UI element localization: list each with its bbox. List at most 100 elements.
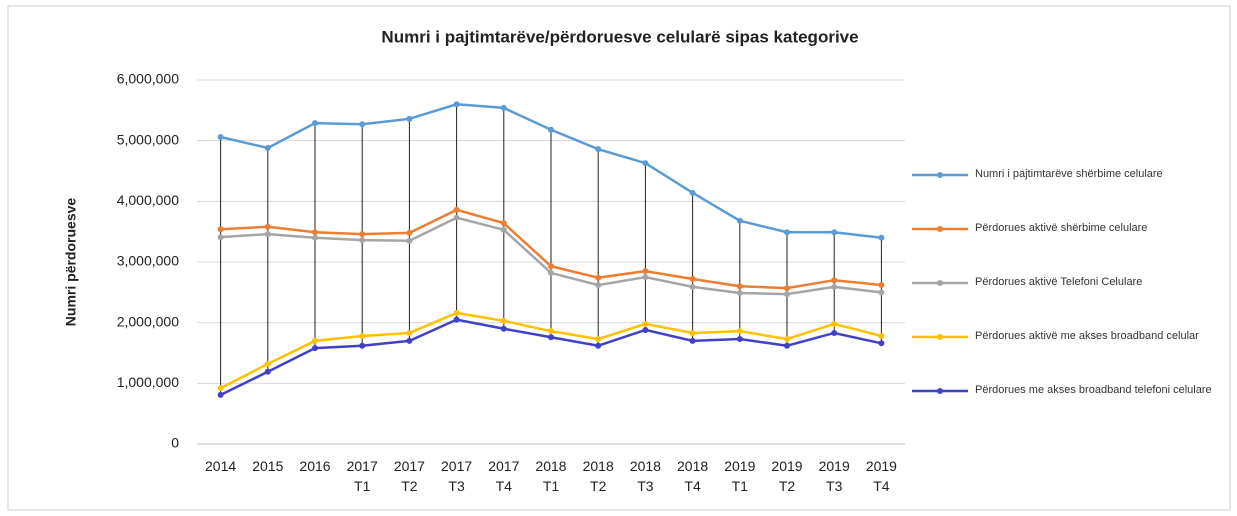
data-point bbox=[312, 345, 318, 352]
y-tick-label: 0 bbox=[171, 435, 179, 451]
data-point bbox=[359, 333, 366, 340]
y-tick-label: 6,000,000 bbox=[117, 71, 179, 87]
data-point bbox=[548, 328, 554, 335]
legend-label: Numri i pajtimtarëve shërbime celulare bbox=[975, 168, 1163, 180]
data-point bbox=[312, 229, 318, 236]
x-tick-label: 2018 T4 bbox=[677, 458, 709, 494]
x-tick-label: 2017 T3 bbox=[441, 458, 473, 494]
data-point bbox=[595, 282, 602, 289]
data-point bbox=[642, 268, 649, 275]
data-point bbox=[595, 146, 602, 153]
data-point bbox=[784, 291, 790, 298]
data-point bbox=[453, 316, 460, 323]
data-point bbox=[689, 275, 696, 282]
data-point bbox=[736, 217, 743, 224]
x-tick-label: 2019 T1 bbox=[724, 458, 756, 494]
x-tick-label: 2014 bbox=[205, 458, 237, 474]
data-point bbox=[642, 326, 649, 333]
legend-marker bbox=[937, 388, 943, 394]
data-point bbox=[359, 237, 366, 244]
data-point bbox=[689, 329, 696, 336]
data-point bbox=[500, 325, 507, 332]
y-tick-label: 3,000,000 bbox=[117, 253, 179, 269]
data-point bbox=[736, 328, 743, 335]
x-tick-label: 2019 T4 bbox=[865, 458, 897, 494]
legend-label: Përdorues aktivë shërbime celulare bbox=[975, 222, 1148, 234]
data-point bbox=[878, 234, 885, 241]
legend-marker bbox=[937, 280, 943, 286]
x-tick-label: 2018 T1 bbox=[535, 458, 567, 494]
x-tick-label: 2019 T2 bbox=[771, 458, 803, 494]
data-point bbox=[689, 283, 696, 290]
data-point bbox=[736, 283, 743, 290]
data-point bbox=[453, 309, 460, 316]
data-point bbox=[406, 229, 413, 236]
data-point bbox=[878, 340, 885, 347]
legend-marker bbox=[937, 226, 943, 232]
data-point bbox=[642, 274, 649, 281]
data-point bbox=[406, 337, 413, 344]
legend-marker bbox=[937, 172, 943, 178]
data-point bbox=[500, 104, 507, 111]
data-point bbox=[406, 329, 413, 336]
data-point bbox=[264, 223, 271, 230]
data-point bbox=[312, 120, 318, 127]
data-point bbox=[548, 263, 554, 270]
data-point bbox=[217, 385, 224, 392]
data-point bbox=[406, 115, 413, 122]
data-point bbox=[500, 317, 507, 324]
data-point bbox=[217, 234, 224, 241]
data-point bbox=[548, 334, 554, 341]
chart-border bbox=[7, 5, 1231, 511]
data-point bbox=[312, 234, 318, 241]
data-point bbox=[831, 229, 838, 236]
x-tick-label: 2017 T2 bbox=[393, 458, 425, 494]
x-tick-label: 2015 bbox=[252, 458, 284, 474]
data-point bbox=[406, 237, 413, 244]
y-tick-label: 5,000,000 bbox=[117, 131, 179, 147]
data-point bbox=[548, 269, 554, 276]
data-point bbox=[359, 342, 366, 349]
x-tick-label: 2019 T3 bbox=[818, 458, 850, 494]
x-tick-label: 2017 T4 bbox=[488, 458, 520, 494]
data-point bbox=[595, 336, 602, 343]
data-point bbox=[736, 336, 743, 343]
x-tick-label: 2016 bbox=[299, 458, 331, 474]
y-tick-label: 4,000,000 bbox=[117, 192, 179, 208]
y-tick-label: 2,000,000 bbox=[117, 313, 179, 329]
data-point bbox=[453, 214, 460, 221]
data-point bbox=[831, 277, 838, 284]
data-point bbox=[784, 336, 790, 343]
data-point bbox=[217, 391, 224, 398]
data-point bbox=[642, 320, 649, 327]
data-point bbox=[689, 189, 696, 196]
data-point bbox=[217, 226, 224, 233]
data-point bbox=[359, 231, 366, 238]
data-point bbox=[784, 342, 790, 349]
data-point bbox=[878, 289, 885, 296]
y-axis-label: Numri përdoruesve bbox=[63, 198, 79, 327]
data-point bbox=[689, 337, 696, 344]
chart-title: Numri i pajtimtarëve/përdoruesve celular… bbox=[381, 27, 858, 46]
data-point bbox=[500, 226, 507, 233]
data-point bbox=[264, 360, 271, 367]
data-point bbox=[264, 144, 271, 151]
data-point bbox=[359, 121, 366, 128]
data-point bbox=[312, 337, 318, 344]
data-point bbox=[784, 229, 790, 236]
data-point bbox=[736, 289, 743, 296]
data-point bbox=[831, 283, 838, 290]
data-point bbox=[595, 274, 602, 281]
legend-label: Përdorues aktivë Telefoni Celulare bbox=[975, 276, 1143, 288]
x-tick-label: 2018 T3 bbox=[629, 458, 661, 494]
data-point bbox=[642, 160, 649, 167]
data-point bbox=[500, 220, 507, 227]
data-point bbox=[878, 333, 885, 340]
data-point bbox=[831, 329, 838, 336]
legend-marker bbox=[937, 334, 943, 340]
x-tick-label: 2018 T2 bbox=[582, 458, 614, 494]
data-point bbox=[453, 206, 460, 213]
data-point bbox=[217, 134, 224, 141]
